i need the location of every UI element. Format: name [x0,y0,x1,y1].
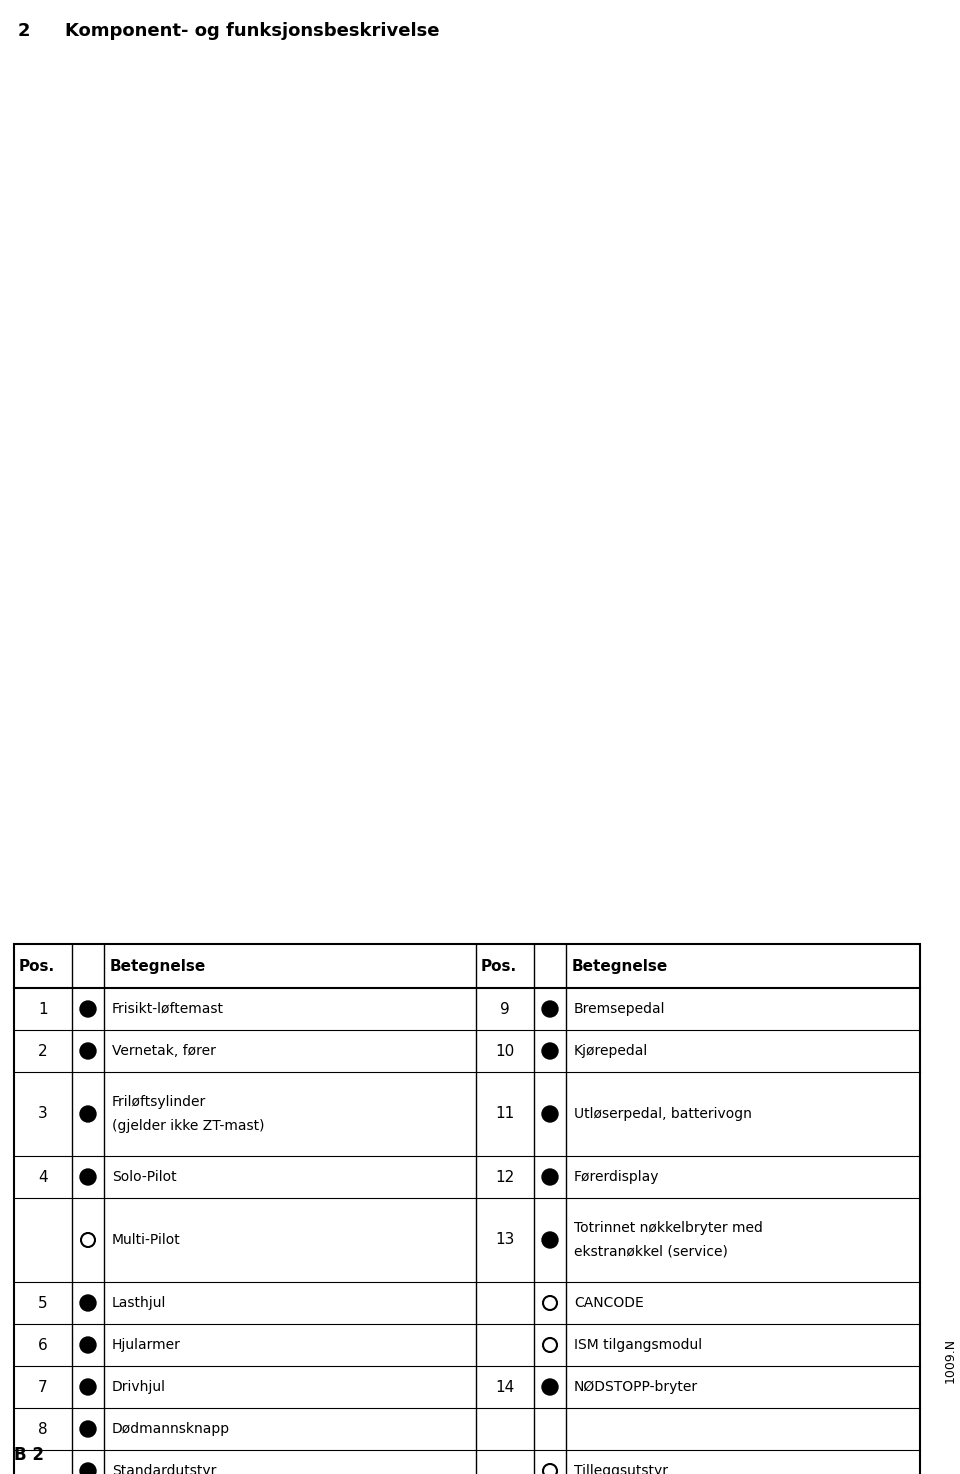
Text: 9: 9 [500,1001,510,1017]
Text: Tilleggsutstyr: Tilleggsutstyr [574,1464,668,1474]
Text: CANCODE: CANCODE [574,1296,644,1310]
Text: Betegnelse: Betegnelse [572,958,668,973]
Text: Bremsepedal: Bremsepedal [574,1002,665,1016]
Text: 12: 12 [495,1169,515,1185]
Text: ekstranøkkel (service): ekstranøkkel (service) [574,1244,728,1259]
Text: 2: 2 [18,22,31,40]
Text: 10: 10 [495,1044,515,1058]
Text: Utløserpedal, batterivogn: Utløserpedal, batterivogn [574,1107,752,1122]
Circle shape [542,1380,558,1394]
Text: Standardutstyr: Standardutstyr [112,1464,216,1474]
Text: 8: 8 [38,1421,48,1437]
Bar [14,943,920,1474]
Circle shape [80,1464,96,1474]
Text: Multi-Pilot: Multi-Pilot [112,1232,180,1247]
Text: 11: 11 [495,1107,515,1122]
Text: ISM tilgangsmodul: ISM tilgangsmodul [574,1338,702,1352]
Circle shape [80,1044,96,1058]
Text: Dødmannsknapp: Dødmannsknapp [112,1422,230,1436]
Text: Pos.: Pos. [19,958,55,973]
Circle shape [80,1380,96,1394]
Text: 1: 1 [38,1001,48,1017]
Text: Vernetak, fører: Vernetak, fører [112,1044,216,1058]
Circle shape [542,1106,558,1122]
Text: 5: 5 [38,1296,48,1310]
Circle shape [80,1421,96,1437]
Text: B 2: B 2 [14,1446,44,1464]
Text: Frisikt-løftemast: Frisikt-løftemast [112,1002,224,1016]
Text: 3: 3 [38,1107,48,1122]
Text: 13: 13 [495,1232,515,1247]
Circle shape [80,1296,96,1310]
Text: Totrinnet nøkkelbryter med: Totrinnet nøkkelbryter med [574,1222,763,1235]
Text: Komponent- og funksjonsbeskrivelse: Komponent- og funksjonsbeskrivelse [65,22,440,40]
Circle shape [542,1001,558,1017]
Text: 6: 6 [38,1337,48,1353]
Circle shape [542,1232,558,1248]
Text: Lasthjul: Lasthjul [112,1296,166,1310]
Circle shape [542,1044,558,1058]
Text: NØDSTOPP-bryter: NØDSTOPP-bryter [574,1380,698,1394]
Text: 1009.N: 1009.N [944,1337,956,1383]
Circle shape [80,1337,96,1353]
Circle shape [80,1001,96,1017]
Circle shape [542,1169,558,1185]
Text: 2: 2 [38,1044,48,1058]
Circle shape [80,1169,96,1185]
Text: Friløftsylinder: Friløftsylinder [112,1095,206,1110]
Text: Drivhjul: Drivhjul [112,1380,166,1394]
Text: Kjørepedal: Kjørepedal [574,1044,648,1058]
Text: 7: 7 [38,1380,48,1394]
Text: Pos.: Pos. [481,958,517,973]
Text: 14: 14 [495,1380,515,1394]
Circle shape [80,1106,96,1122]
Text: 4: 4 [38,1169,48,1185]
Text: Hjularmer: Hjularmer [112,1338,180,1352]
Text: Solo-Pilot: Solo-Pilot [112,1170,177,1184]
Text: Betegnelse: Betegnelse [110,958,206,973]
Text: (gjelder ikke ZT-mast): (gjelder ikke ZT-mast) [112,1119,265,1132]
Text: Førerdisplay: Førerdisplay [574,1170,660,1184]
